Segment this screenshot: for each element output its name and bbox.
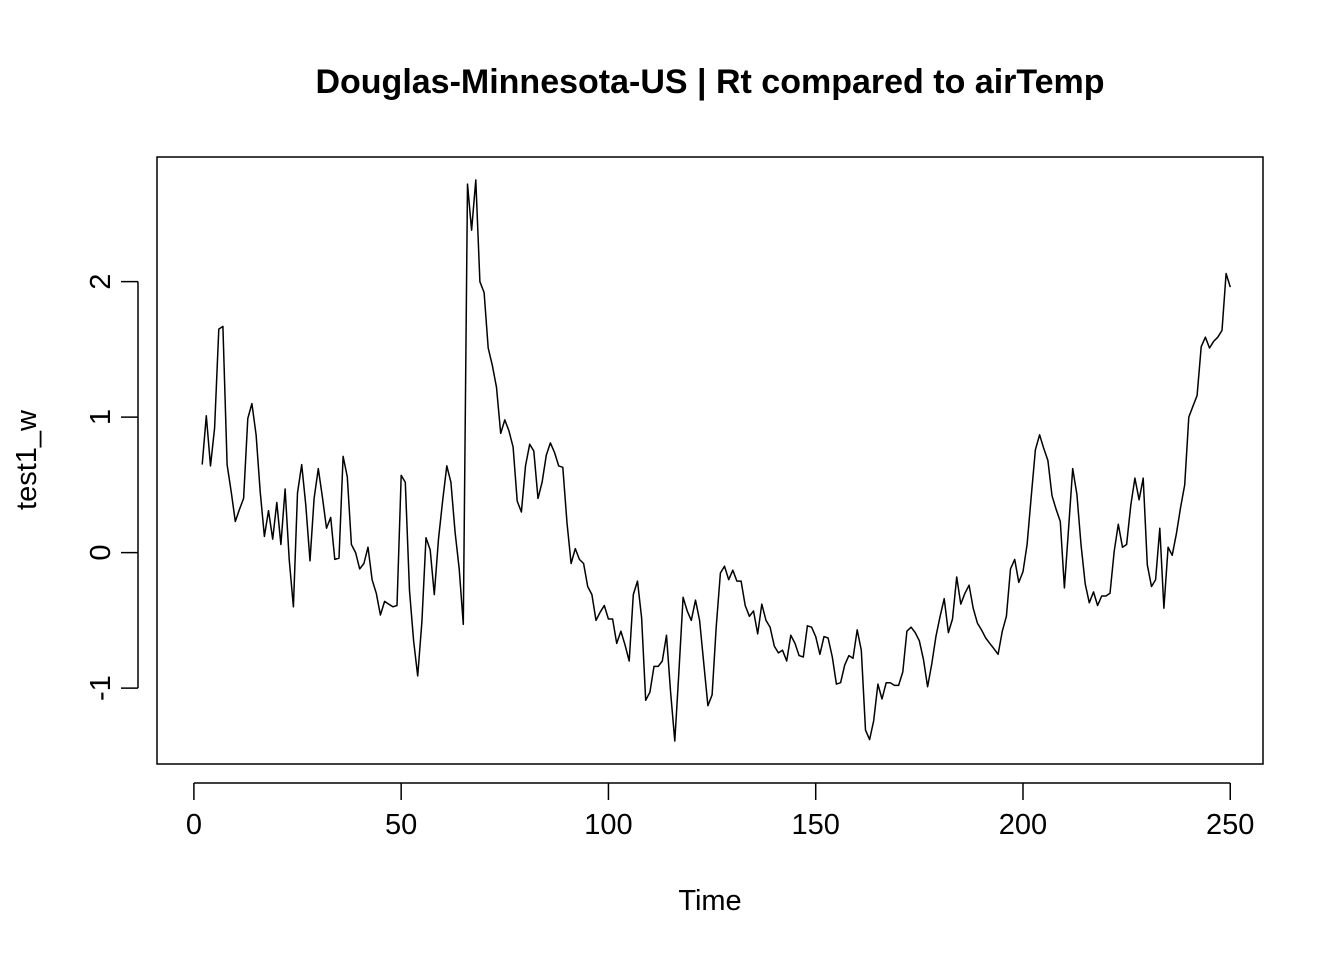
y-tick-label: -1 <box>85 675 117 701</box>
plot-frame <box>156 156 1264 765</box>
y-tick-label: 0 <box>85 545 117 561</box>
x-tick-label: 50 <box>385 809 417 841</box>
chart-title: Douglas-Minnesota-US | Rt compared to ai… <box>315 63 1104 101</box>
series-line <box>201 179 1232 742</box>
y-tick-label: 2 <box>85 274 117 290</box>
x-axis-label: Time <box>678 885 741 917</box>
y-axis-label: test1_w <box>11 409 43 510</box>
x-tick-label: 250 <box>1206 809 1254 841</box>
x-tick-label: 200 <box>999 809 1047 841</box>
x-tick-label: 150 <box>792 809 840 841</box>
x-tick-label: 100 <box>584 809 632 841</box>
x-tick-label: 0 <box>186 809 202 841</box>
y-tick-label: 1 <box>85 409 117 425</box>
